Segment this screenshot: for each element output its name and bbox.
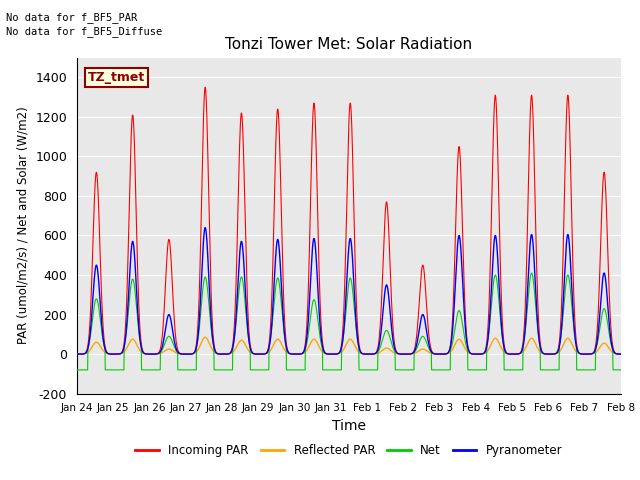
Text: No data for f_BF5_PAR: No data for f_BF5_PAR — [6, 12, 138, 23]
Legend: Incoming PAR, Reflected PAR, Net, Pyranometer: Incoming PAR, Reflected PAR, Net, Pyrano… — [131, 439, 567, 462]
Text: TZ_tmet: TZ_tmet — [88, 71, 145, 84]
Y-axis label: PAR (umol/m2/s) / Net and Solar (W/m2): PAR (umol/m2/s) / Net and Solar (W/m2) — [17, 107, 29, 345]
Text: No data for f_BF5_Diffuse: No data for f_BF5_Diffuse — [6, 26, 163, 37]
X-axis label: Time: Time — [332, 419, 366, 433]
Title: Tonzi Tower Met: Solar Radiation: Tonzi Tower Met: Solar Radiation — [225, 37, 472, 52]
